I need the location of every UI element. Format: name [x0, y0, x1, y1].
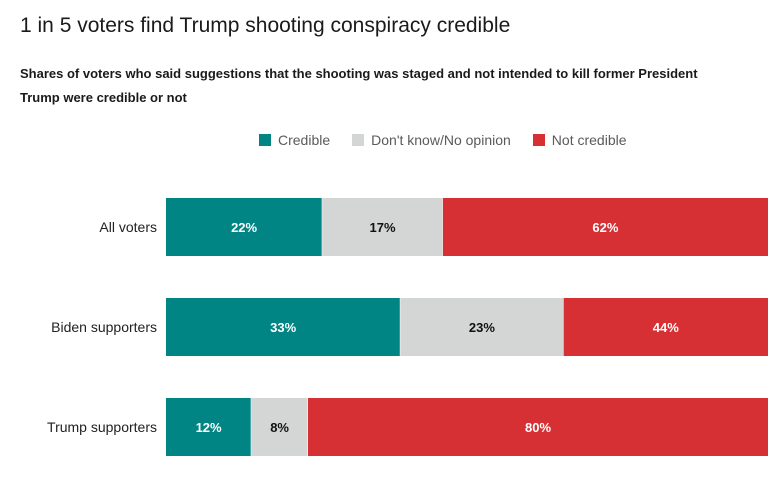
subtitle-line-2: Trump were credible or not	[20, 90, 187, 105]
value-label-biden-supporters-don-t-know-no-opinion: 23%	[469, 320, 495, 335]
value-label-trump-supporters-don-t-know-no-opinion: 8%	[270, 420, 289, 435]
bar-biden-supporters-credible	[166, 298, 401, 356]
bar-all-voters-credible	[166, 198, 323, 256]
value-label-trump-supporters-credible: 12%	[196, 420, 222, 435]
value-label-all-voters-not-credible: 62%	[592, 220, 618, 235]
bar-biden-supporters-don-t-know-no-opinion	[400, 298, 564, 356]
value-label-biden-supporters-not-credible: 44%	[653, 320, 679, 335]
legend-label-dont-know: Don't know/No opinion	[371, 132, 511, 148]
subtitle-line-1: Shares of voters who said suggestions th…	[20, 66, 698, 81]
legend-item-not-credible: Not credible	[532, 132, 627, 148]
chart-title: 1 in 5 voters find Trump shooting conspi…	[20, 14, 511, 37]
category-label-biden-supporters: Biden supporters	[51, 319, 157, 335]
value-label-all-voters-don-t-know-no-opinion: 17%	[370, 220, 396, 235]
chart-subtitle: Shares of voters who said suggestions th…	[20, 62, 768, 110]
bar-trump-supporters-credible	[166, 398, 252, 456]
value-label-trump-supporters-not-credible: 80%	[525, 420, 551, 435]
bar-trump-supporters-don-t-know-no-opinion	[251, 398, 308, 456]
legend-swatch-credible	[259, 134, 271, 146]
value-label-all-voters-credible: 22%	[231, 220, 257, 235]
legend-item-dont-know: Don't know/No opinion	[352, 132, 511, 148]
category-label-trump-supporters: Trump supporters	[47, 419, 157, 435]
bar-all-voters-don-t-know-no-opinion	[322, 198, 443, 256]
category-label-all-voters: All voters	[99, 219, 157, 235]
legend-label-not-credible: Not credible	[551, 132, 627, 148]
bar-all-voters-not-credible	[442, 198, 768, 256]
legend-item-credible: Credible	[259, 132, 330, 148]
value-label-biden-supporters-credible: 33%	[270, 320, 296, 335]
bar-biden-supporters-not-credible	[563, 298, 768, 356]
legend-label-credible: Credible	[278, 132, 331, 148]
legend-swatch-not-credible	[532, 134, 545, 146]
bar-trump-supporters-not-credible	[308, 398, 768, 456]
legend-swatch-dont-know	[352, 134, 365, 146]
legend: Credible Don't know/No opinion Not credi…	[259, 132, 649, 148]
